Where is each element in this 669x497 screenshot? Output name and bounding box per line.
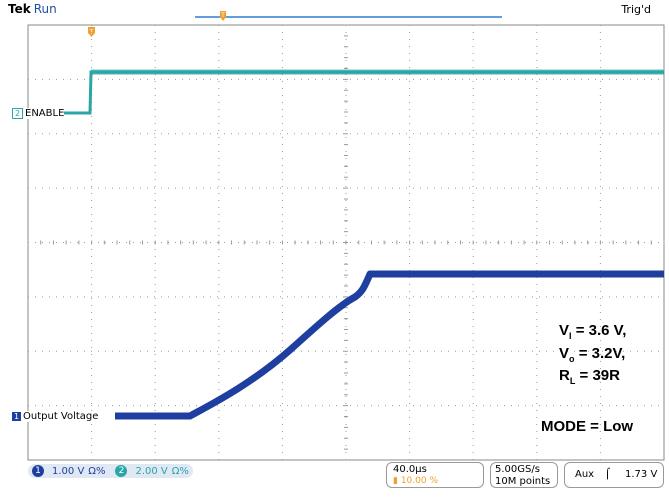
ch2-marker-icon: 2 bbox=[12, 108, 23, 119]
timebase-value: 40.0µs bbox=[393, 464, 427, 475]
sample-rate: 5.00GS/s bbox=[495, 464, 540, 475]
brand-label: Tek Run bbox=[8, 2, 57, 16]
ch1-marker-icon: 1 bbox=[12, 412, 21, 421]
vi-symbol: V bbox=[559, 322, 570, 339]
trigger-source: Aux bbox=[575, 469, 595, 480]
ch1-setting[interactable]: 1 1.00 V Ω% 2 2.00 V Ω% bbox=[28, 464, 193, 478]
acquisition-box[interactable]: 5.00GS/s 10M points bbox=[490, 462, 558, 488]
vi-value: = 3.6 V, bbox=[575, 322, 627, 339]
ch2-scale: 2.00 V bbox=[135, 465, 168, 477]
rl-value: = 39R bbox=[579, 367, 620, 384]
record-trigger-marker: T bbox=[220, 11, 226, 21]
brand-name: Tek bbox=[8, 2, 31, 16]
rl-annotation: RL = 39R bbox=[559, 367, 620, 386]
ch1-coupling: Ω% bbox=[88, 465, 106, 477]
record-length: 10M points bbox=[495, 476, 551, 487]
trigger-slope-icon: ⌠ bbox=[605, 469, 611, 480]
ch1-label[interactable]: 1 Output Voltage bbox=[12, 411, 99, 422]
trigger-level: 1.73 V bbox=[625, 469, 658, 480]
trigger-status: Trig'd bbox=[621, 3, 651, 16]
trigger-position-text: 10.00 % bbox=[400, 476, 439, 486]
ch1-scale: 1.00 V bbox=[52, 465, 85, 477]
ch2-pill-icon: 2 bbox=[115, 465, 128, 477]
rl-subscript: L bbox=[569, 376, 576, 386]
vo-subscript: o bbox=[569, 354, 575, 364]
mode-annotation: MODE = Low bbox=[541, 418, 634, 435]
ch2-label-text: ENABLE bbox=[25, 108, 65, 119]
top-bar: Tek Run Trig'd bbox=[0, 0, 669, 22]
vi-annotation: VI = 3.6 V, bbox=[559, 322, 626, 341]
run-state: Run bbox=[33, 2, 57, 16]
vi-subscript: I bbox=[569, 331, 572, 341]
status-bar: 1 1.00 V Ω% 2 2.00 V Ω% 40.0µs ▮ 10.00 %… bbox=[28, 462, 664, 490]
vo-value: = 3.2V, bbox=[578, 345, 626, 362]
vo-annotation: Vo = 3.2V, bbox=[559, 345, 625, 364]
svg-text:T: T bbox=[220, 12, 225, 19]
channel-settings-box: 1 1.00 V Ω% 2 2.00 V Ω% bbox=[28, 462, 383, 488]
trigger-position-value: ▮ 10.00 % bbox=[393, 476, 438, 486]
ch1-pill-icon: 1 bbox=[32, 465, 44, 477]
ch1-output-voltage-trace bbox=[115, 270, 664, 420]
trigger-position-icon: ▮ bbox=[393, 476, 401, 486]
vo-symbol: V bbox=[559, 345, 570, 362]
ch2-enable-trace bbox=[28, 69, 664, 115]
ch2-coupling: Ω% bbox=[171, 465, 189, 477]
trigger-box[interactable]: Aux ⌠ 1.73 V bbox=[564, 462, 664, 488]
timebase-box[interactable]: 40.0µs ▮ 10.00 % bbox=[386, 462, 484, 488]
graticule-grid bbox=[27, 24, 665, 461]
rl-symbol: R bbox=[559, 367, 570, 384]
ch1-label-text: Output Voltage bbox=[23, 411, 99, 422]
ch2-label[interactable]: 2 ENABLE bbox=[12, 108, 65, 119]
